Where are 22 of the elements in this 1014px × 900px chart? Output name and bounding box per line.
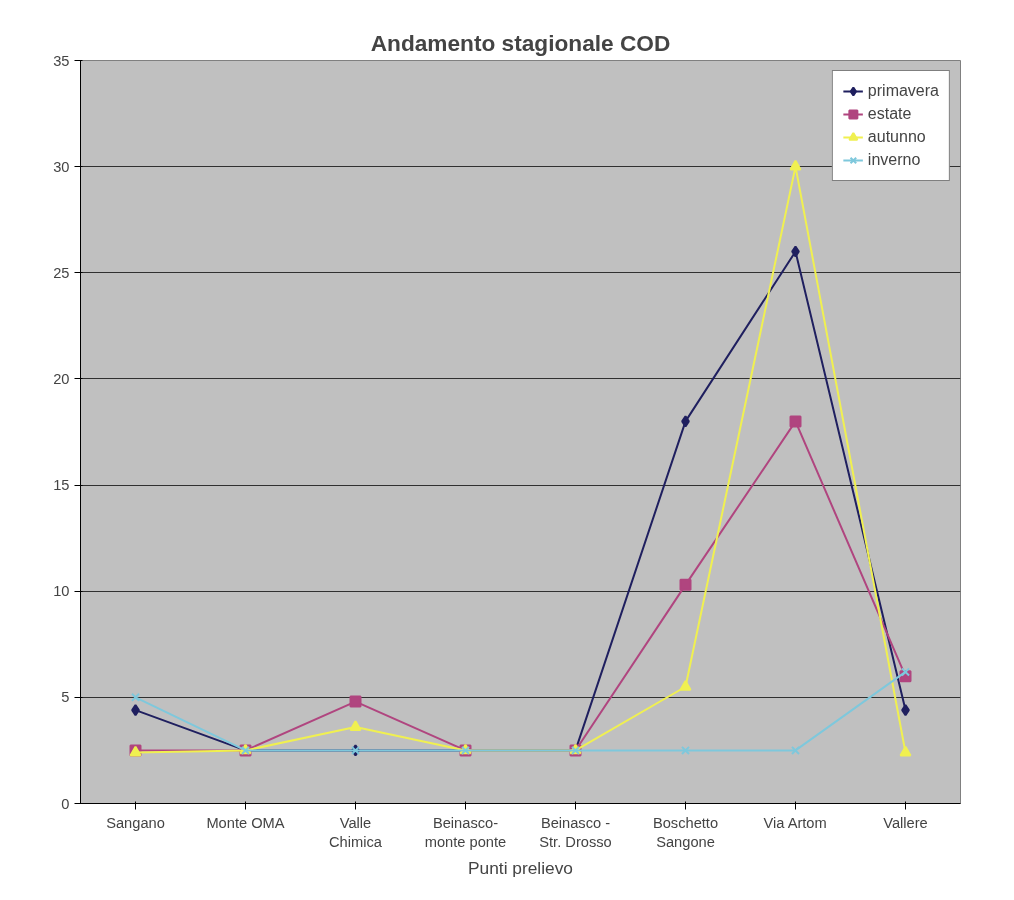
legend-label: inverno <box>867 151 921 169</box>
x-tick-label: Beinasco - Str. Drosso <box>539 814 612 850</box>
x-tick-label: Monte OMA <box>206 814 285 831</box>
y-tick-label: 0 <box>61 795 70 812</box>
y-tick-label: 10 <box>53 583 70 600</box>
x-tick-label: Sangano <box>106 814 165 831</box>
y-tick-label: 20 <box>53 370 70 387</box>
y-tick-label: 35 <box>53 52 70 69</box>
x-tick-label: Boschetto Sangone <box>652 814 719 850</box>
x-tick-label: Valle Chimica <box>329 814 383 850</box>
legend-label: autunno <box>867 128 926 146</box>
y-tick-label: 30 <box>53 158 70 175</box>
x-axis-title: Punti prelievo <box>468 857 573 878</box>
x-tick-label: Via Artom <box>763 814 827 831</box>
legend-label: primavera <box>867 82 939 100</box>
chart-title: Andamento stagionale COD <box>370 29 671 56</box>
y-tick-label: 15 <box>53 477 70 494</box>
legend-label: estate <box>867 105 912 123</box>
y-tick-label: 25 <box>53 264 70 281</box>
x-tick-label: Vallere <box>883 814 928 831</box>
x-tick-label: Beinasco-monte ponte <box>424 814 507 850</box>
y-tick-label: 5 <box>61 689 70 706</box>
